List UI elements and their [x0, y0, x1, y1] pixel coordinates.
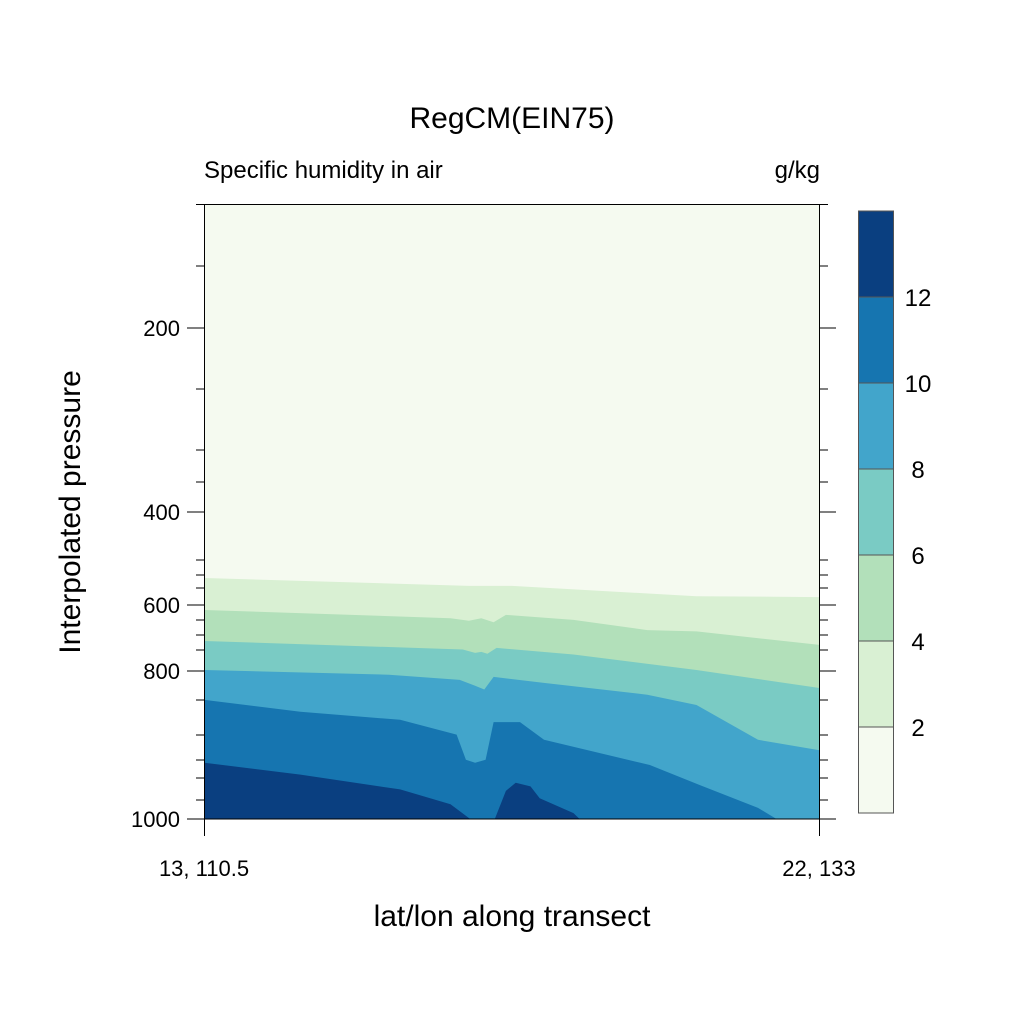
contour-band-above-12	[204, 762, 471, 819]
colorbar-box-0	[858, 726, 894, 814]
left-subtitle: Specific humidity in air	[204, 157, 443, 184]
y-tick-label-600: 600	[143, 593, 180, 618]
colorbar: 2 4 6 8 10 12	[858, 210, 932, 814]
x-tick-label-left: 13, 110.5	[159, 856, 249, 881]
y-tick-label-200: 200	[143, 316, 180, 341]
colorbar-box-1	[858, 640, 894, 728]
y-tick-label-400: 400	[143, 500, 180, 525]
y-tick-label-800: 800	[143, 659, 180, 684]
y-tick-label-1000: 1000	[131, 807, 180, 832]
chart-title: RegCM(EIN75)	[409, 102, 614, 135]
x-axis: 13, 110.5 22, 133	[159, 819, 856, 881]
colorbar-label-4: 4	[911, 629, 924, 656]
x-axis-label: lat/lon along transect	[374, 900, 652, 933]
y-axis-label: Interpolated pressure	[54, 370, 87, 654]
colorbar-label-8: 8	[911, 457, 924, 484]
colorbar-label-2: 2	[911, 715, 924, 742]
colorbar-box-2	[858, 554, 894, 642]
y-axis: 200 400 600 800 1000	[131, 204, 836, 832]
contour-fills	[204, 204, 820, 819]
colorbar-box-4	[858, 382, 894, 470]
colorbar-box-3	[858, 468, 894, 556]
colorbar-box-5	[858, 296, 894, 384]
right-subtitle: g/kg	[775, 157, 820, 184]
colorbar-label-10: 10	[905, 371, 932, 398]
contour-band-above-12	[494, 782, 580, 819]
colorbar-label-6: 6	[911, 543, 924, 570]
colorbar-label-12: 12	[905, 285, 932, 312]
colorbar-box-6	[858, 210, 894, 298]
x-tick-label-right: 22, 133	[782, 856, 855, 881]
